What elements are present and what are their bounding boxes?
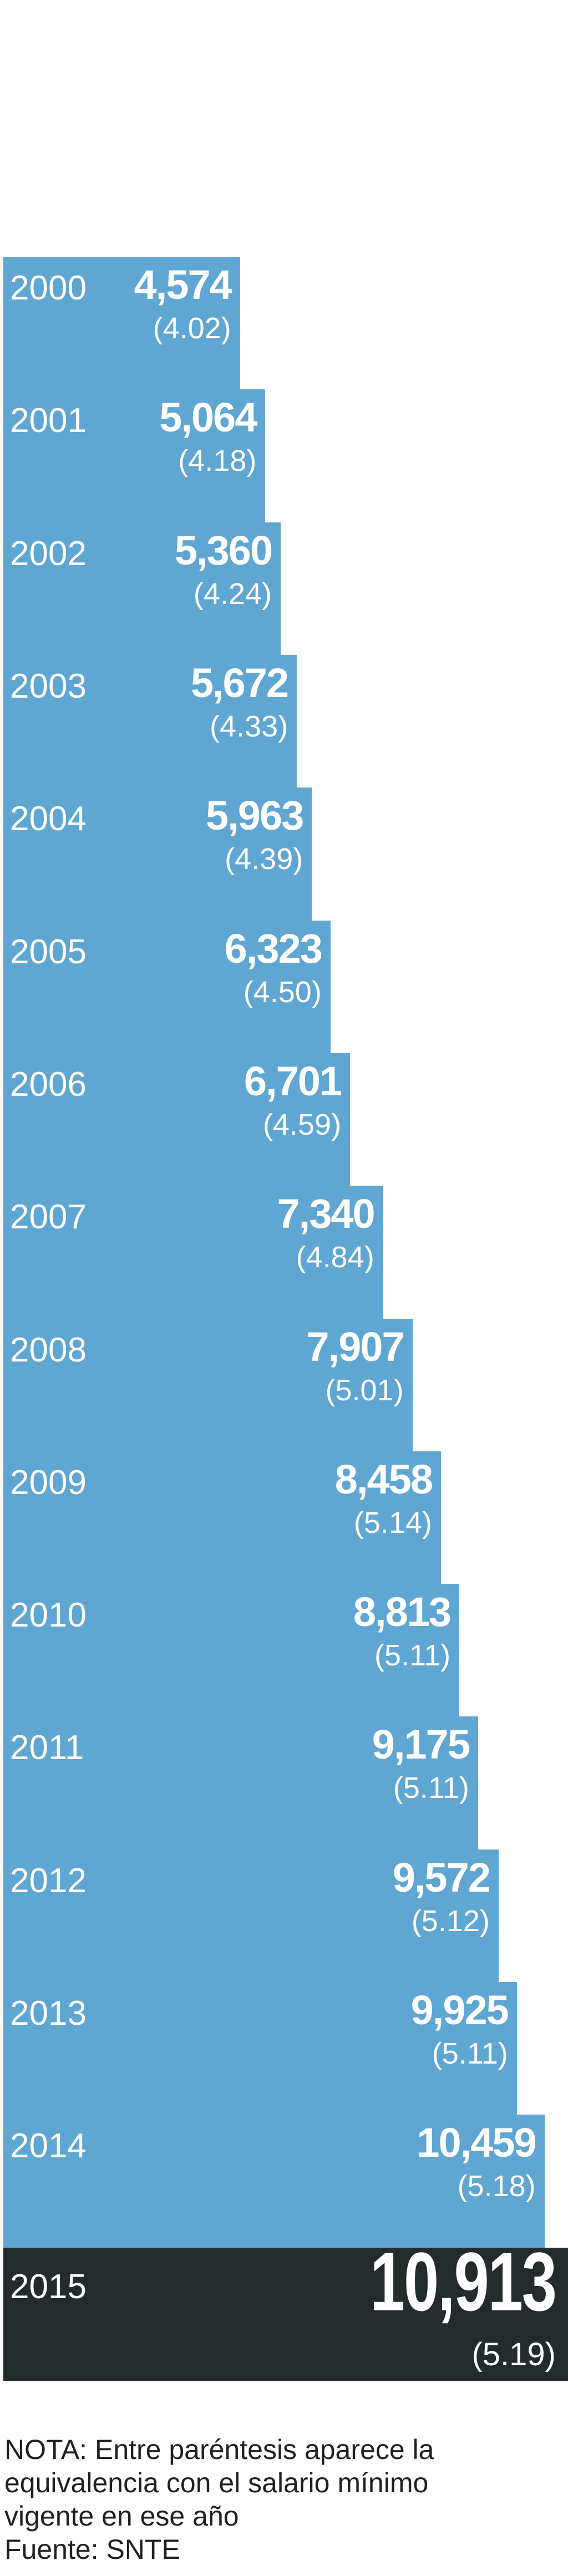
minimum-wage-equivalence: (4.59) bbox=[263, 1107, 342, 1141]
bar-row-2011: 2011 9,175 (5.11) bbox=[3, 1716, 478, 1850]
bar-row-2001: 2001 5,064 (4.18) bbox=[3, 389, 266, 523]
minimum-wage-equivalence: (4.84) bbox=[296, 1241, 374, 1274]
bar-row-2013: 2013 9,925 (5.11) bbox=[3, 1982, 517, 2116]
year-label: 2006 bbox=[10, 1065, 87, 1104]
year-label: 2013 bbox=[10, 1994, 87, 2033]
bar-row-2003: 2003 5,672 (4.33) bbox=[3, 654, 297, 789]
minimum-wage-equivalence: (5.11) bbox=[393, 1771, 469, 1805]
bar-row-2000: 2000 4,574 (4.02) bbox=[3, 257, 240, 390]
bar-row-2004: 2004 5,963 (4.39) bbox=[3, 787, 312, 921]
year-label: 2000 bbox=[10, 269, 87, 307]
salary-value: 7,340 bbox=[277, 1191, 376, 1237]
year-label: 2001 bbox=[10, 402, 87, 440]
year-label: 2002 bbox=[10, 534, 87, 573]
minimum-wage-equivalence: (4.02) bbox=[153, 312, 231, 345]
salary-value: 5,963 bbox=[206, 792, 304, 839]
bar-row-2015: 2015 10,913 (5.19) bbox=[3, 2240, 568, 2381]
bar-row-2009: 2009 8,458 (5.14) bbox=[3, 1451, 441, 1585]
bar-row-2012: 2012 9,572 (5.12) bbox=[3, 1849, 499, 1983]
year-label: 2008 bbox=[10, 1330, 87, 1369]
year-label: 2005 bbox=[10, 932, 87, 971]
bar-row-2008: 2008 7,907 (5.01) bbox=[3, 1318, 413, 1452]
salary-value: 5,064 bbox=[159, 394, 257, 441]
year-label: 2004 bbox=[10, 800, 87, 839]
minimum-wage-equivalence: (5.11) bbox=[374, 1639, 451, 1673]
minimum-wage-equivalence: (5.12) bbox=[411, 1904, 490, 1938]
minimum-wage-equivalence: (4.18) bbox=[178, 444, 257, 478]
footnote-line: NOTA: Entre paréntesis aparece la bbox=[4, 2434, 434, 2465]
salary-value: 8,813 bbox=[353, 1589, 452, 1635]
minimum-wage-equivalence: (4.33) bbox=[210, 709, 288, 743]
year-label: 2011 bbox=[10, 1729, 84, 1767]
source-line: Fuente: SNTE bbox=[4, 2534, 180, 2565]
minimum-wage-equivalence: (5.11) bbox=[432, 2037, 508, 2071]
salary-value: 8,458 bbox=[334, 1456, 433, 1502]
salary-value: 9,925 bbox=[410, 1987, 509, 2034]
minimum-wage-equivalence: (4.24) bbox=[193, 577, 272, 611]
year-label: 2012 bbox=[10, 1861, 87, 1900]
year-label: 2009 bbox=[10, 1463, 87, 1502]
salary-value: 6,701 bbox=[244, 1058, 342, 1104]
year-label: 2014 bbox=[10, 2127, 87, 2166]
year-label: 2003 bbox=[10, 667, 87, 705]
minimum-wage-equivalence: (4.39) bbox=[225, 842, 303, 876]
bar-row-2007: 2007 7,340 (4.84) bbox=[3, 1186, 383, 1319]
salary-value: 10,459 bbox=[417, 2120, 536, 2166]
salary-value: 7,907 bbox=[306, 1323, 404, 1370]
salary-value: 5,360 bbox=[174, 527, 273, 573]
chart-footnote: NOTA: Entre paréntesis aparece la equiva… bbox=[4, 2433, 434, 2566]
salary-value: 9,572 bbox=[392, 1854, 491, 1901]
footnote-line: equivalencia con el salario mínimo bbox=[4, 2467, 429, 2498]
bar-row-2010: 2010 8,813 (5.11) bbox=[3, 1584, 460, 1718]
salary-value: 9,175 bbox=[372, 1721, 470, 1768]
minimum-wage-equivalence: (5.19) bbox=[471, 2336, 556, 2372]
salary-value: 4,574 bbox=[134, 262, 232, 308]
year-label: 2015 bbox=[10, 2267, 87, 2306]
footnote-line: vigente en ese año bbox=[4, 2501, 239, 2532]
bar-row-2014: 2014 10,459 (5.18) bbox=[3, 2115, 545, 2248]
salary-value: 6,323 bbox=[224, 925, 323, 972]
minimum-wage-equivalence: (5.18) bbox=[457, 2169, 536, 2203]
minimum-wage-equivalence: (5.01) bbox=[325, 1373, 404, 1407]
year-label: 2007 bbox=[10, 1198, 87, 1237]
bar-row-2006: 2006 6,701 (4.59) bbox=[3, 1053, 351, 1187]
salary-value: 5,672 bbox=[190, 659, 289, 706]
bar-row-2002: 2002 5,360 (4.24) bbox=[3, 522, 281, 656]
year-label: 2010 bbox=[10, 1596, 87, 1635]
salary-value: 10,913 bbox=[369, 2234, 557, 2328]
minimum-wage-equivalence: (4.50) bbox=[243, 975, 322, 1009]
minimum-wage-equivalence: (5.14) bbox=[353, 1506, 432, 1539]
bar-row-2005: 2005 6,323 (4.50) bbox=[3, 920, 331, 1054]
